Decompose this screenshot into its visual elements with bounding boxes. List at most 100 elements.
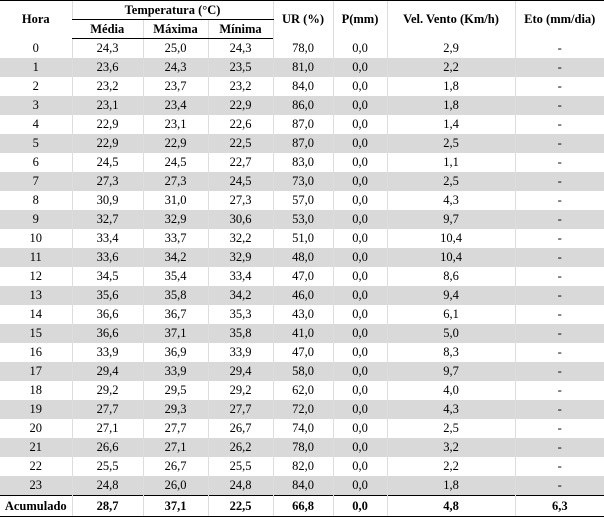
table-header: Hora Temperatura (°C) UR (%) P(mm) Vel. …	[0, 0, 604, 39]
cell: 72,0	[272, 400, 333, 419]
cell: 73,0	[272, 172, 333, 191]
cell: 57,0	[272, 191, 333, 210]
total-cell: 22,5	[207, 495, 273, 517]
cell: -	[514, 77, 604, 96]
cell: -	[514, 362, 604, 381]
cell: 2,5	[386, 419, 515, 438]
header-cell: Média	[72, 19, 143, 39]
cell: -	[514, 324, 604, 343]
cell: -	[514, 286, 604, 305]
cell: 74,0	[272, 419, 333, 438]
cell: -	[514, 457, 604, 476]
cell: 11	[0, 248, 72, 267]
cell: 1,8	[386, 476, 515, 496]
cell: 10,4	[386, 229, 515, 248]
cell: 0,0	[332, 438, 387, 457]
cell: 26,7	[142, 457, 208, 476]
cell: -	[514, 400, 604, 419]
cell: 47,0	[272, 267, 333, 286]
cell: 4,0	[386, 381, 515, 400]
cell: 35,8	[142, 286, 208, 305]
header-cell: Hora	[0, 0, 72, 39]
cell: 5	[0, 134, 72, 153]
cell: 34,5	[71, 267, 143, 286]
cell: 0,0	[332, 191, 387, 210]
cell: 1	[0, 58, 72, 77]
cell: -	[514, 96, 604, 115]
cell: 58,0	[272, 362, 333, 381]
cell: -	[514, 248, 604, 267]
cell: 22,9	[71, 134, 143, 153]
table-row: 9 32,7 32,9 30,6 53,0 0,0 9,7-	[0, 210, 604, 229]
cell: 22,9	[71, 115, 143, 134]
header-cell: Temperatura (°C)	[71, 0, 273, 20]
cell: 84,0	[272, 476, 333, 496]
cell: 32,9	[207, 248, 273, 267]
cell: -	[514, 476, 604, 496]
cell: 22,7	[207, 153, 273, 172]
cell: 0,0	[332, 58, 387, 77]
total-cell: Acumulado	[0, 495, 72, 517]
cell: 33,9	[71, 343, 143, 362]
cell: 9	[0, 210, 72, 229]
cell: 31,0	[142, 191, 208, 210]
table-row: 0 24,3 25,0 24,3 78,0 0,0 2,9-	[0, 38, 604, 58]
cell: 15	[0, 324, 72, 343]
table-row: 8 30,9 31,0 27,3 57,0 0,0 4,3-	[0, 191, 604, 210]
cell: 34,2	[207, 286, 273, 305]
cell: 0,0	[332, 324, 387, 343]
cell: 0,0	[332, 210, 387, 229]
cell: 24,5	[71, 153, 143, 172]
cell: 32,9	[142, 210, 208, 229]
cell: 22,9	[207, 96, 273, 115]
cell: 24,3	[71, 38, 143, 58]
cell: 18	[29, 383, 43, 397]
header-cell: Vel. Vento (Km/h)	[386, 0, 515, 39]
table-footer: Acumulado 28,7 37,1 22,5 66,8 0,0 4,8 6,3	[0, 495, 604, 517]
cell: 51,0	[272, 229, 333, 248]
cell: 35,6	[71, 286, 143, 305]
table-row: 18 29,2 29,5 29,2 62,0 0,0 4,0-	[0, 381, 604, 400]
cell: 29,3	[142, 400, 208, 419]
total-cell: 28,7	[71, 495, 143, 517]
cell: 36,9	[142, 343, 208, 362]
cell: -	[514, 115, 604, 134]
cell: 1,8	[386, 96, 515, 115]
cell: 1,8	[386, 77, 515, 96]
cell: 24,8	[71, 476, 143, 496]
total-cell: 4,8	[386, 495, 515, 517]
header-cell: Máxima	[142, 19, 208, 39]
table-row: 16 33,9 36,9 33,9 47,0 0,0 8,3-	[0, 343, 604, 362]
cell: 0,0	[332, 248, 387, 267]
cell: 33,4	[207, 267, 273, 286]
cell: 47,0	[272, 343, 333, 362]
cell: 0,0	[332, 134, 387, 153]
cell: 8,3	[386, 343, 515, 362]
cell: 12	[29, 269, 43, 283]
header-cell: UR (%)	[272, 0, 333, 39]
cell: 46,0	[272, 286, 333, 305]
cell: 10,4	[386, 248, 515, 267]
header-cell: Mínima	[207, 19, 273, 39]
table-row: 5 22,9 22,9 22,5 87,0 0,0 2,5-	[0, 134, 604, 153]
table-row: 23 24,8 26,0 24,8 84,0 0,0 1,8-	[0, 476, 604, 496]
cell: -	[514, 438, 604, 457]
cell: -	[514, 58, 604, 77]
cell: 27,1	[71, 419, 143, 438]
cell: 8,6	[386, 267, 515, 286]
cell: 0,0	[332, 400, 387, 419]
cell: 27,3	[207, 191, 273, 210]
cell: 0,0	[332, 419, 387, 438]
cell: 21	[0, 438, 72, 457]
cell: 33,4	[71, 229, 143, 248]
cell: 2	[32, 79, 39, 93]
cell: 33,9	[207, 343, 273, 362]
cell: 9,7	[386, 362, 515, 381]
cell: 13	[0, 286, 72, 305]
cell: 25,0	[142, 38, 208, 58]
header-cell: Eto (mm/dia)	[514, 0, 604, 39]
table-row: 1 23,6 24,3 23,5 81,0 0,0 2,2-	[0, 58, 604, 77]
cell: 53,0	[272, 210, 333, 229]
cell: 3,2	[386, 438, 515, 457]
cell: 23	[0, 476, 72, 496]
